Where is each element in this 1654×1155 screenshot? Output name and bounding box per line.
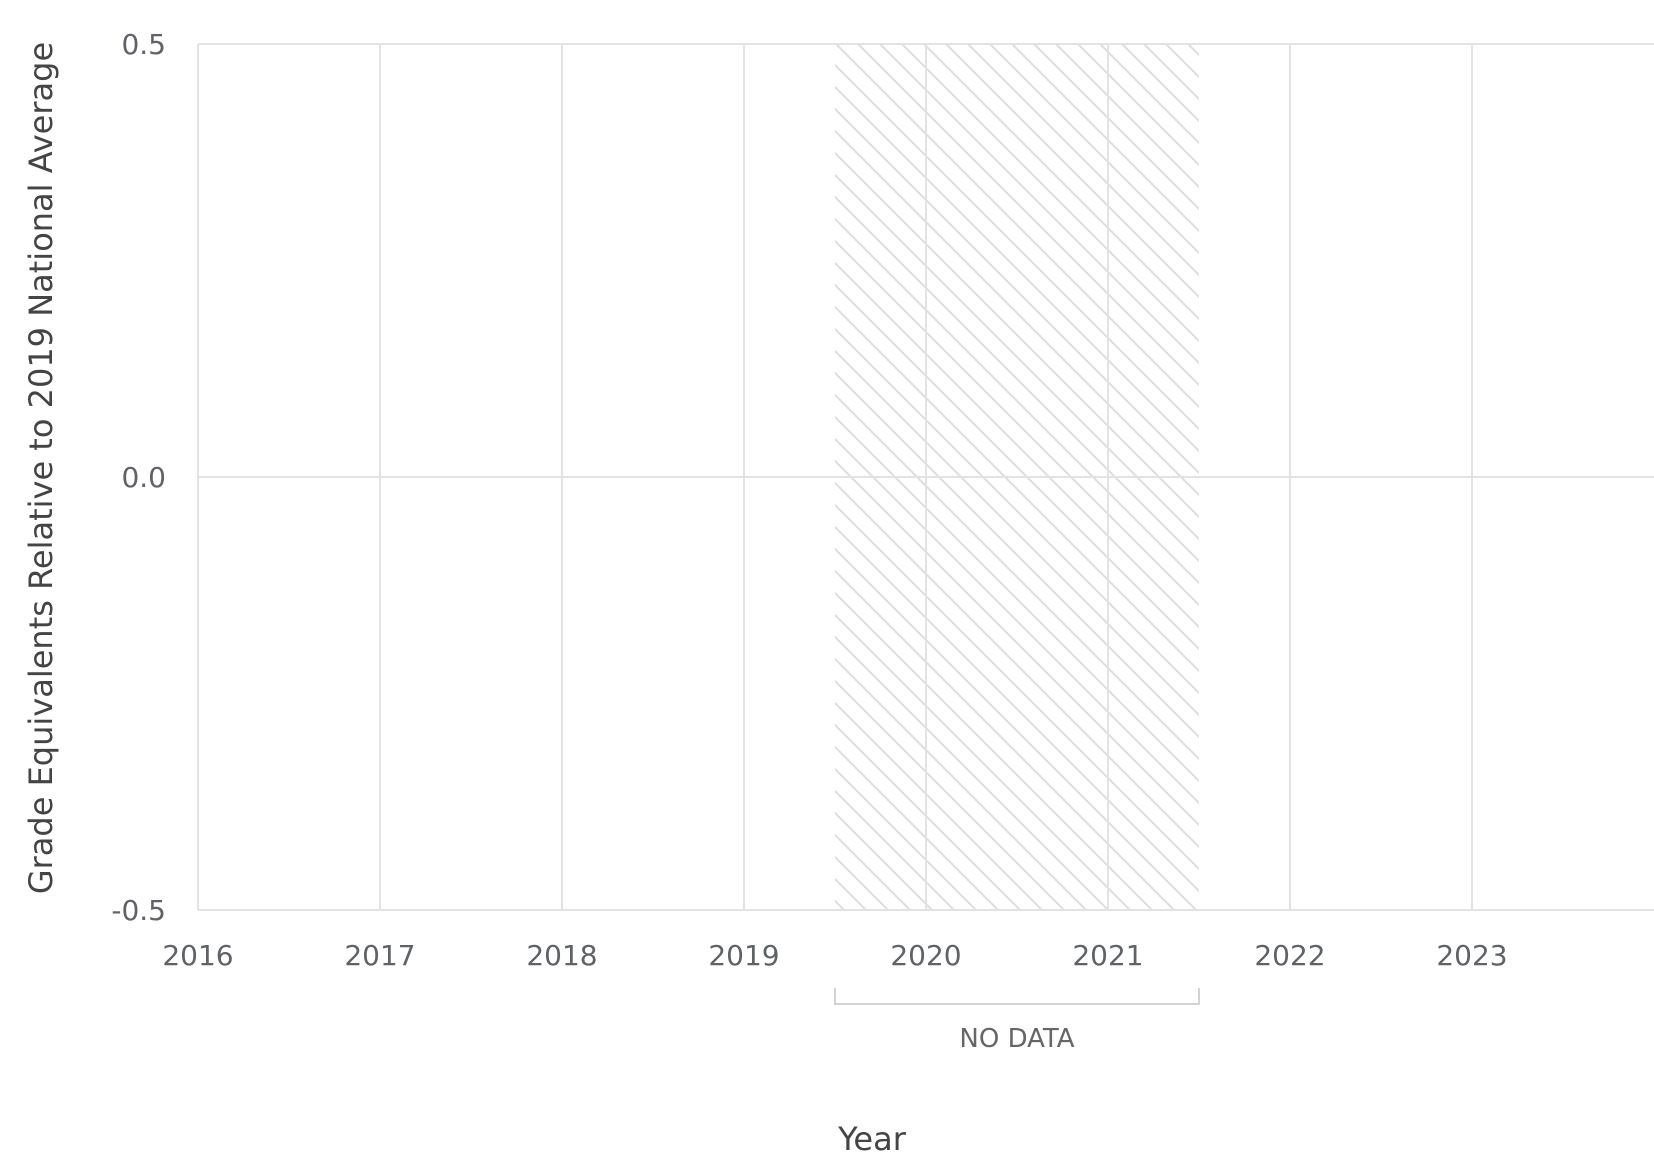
y-tick-label-0.0: 0.0	[121, 461, 166, 494]
y-axis-title: Grade Equivalents Relative to 2019 Natio…	[22, 42, 60, 894]
x-tick-label-2017: 2017	[344, 939, 415, 972]
x-tick-label-2021: 2021	[1072, 939, 1143, 972]
x-axis-tick-labels: 2016 2017 2018 2019 2020 2021 2022 2023	[162, 939, 1507, 972]
x-tick-label-2019: 2019	[708, 939, 779, 972]
x-tick-label-2023: 2023	[1436, 939, 1507, 972]
x-tick-label-2020: 2020	[890, 939, 961, 972]
x-tick-label-2022: 2022	[1254, 939, 1325, 972]
y-axis-tick-labels: 0.5 0.0 -0.5	[111, 28, 166, 927]
no-data-bracket	[834, 988, 1200, 1005]
x-tick-label-2016: 2016	[162, 939, 233, 972]
x-axis-title: Year	[837, 1120, 907, 1155]
y-tick-label-0.5: 0.5	[121, 28, 166, 61]
y-tick-label--0.5: -0.5	[111, 894, 166, 927]
no-data-label: NO DATA	[959, 1024, 1074, 1054]
x-tick-label-2018: 2018	[526, 939, 597, 972]
plot-area	[197, 43, 1654, 911]
grid-lines	[197, 43, 1654, 911]
